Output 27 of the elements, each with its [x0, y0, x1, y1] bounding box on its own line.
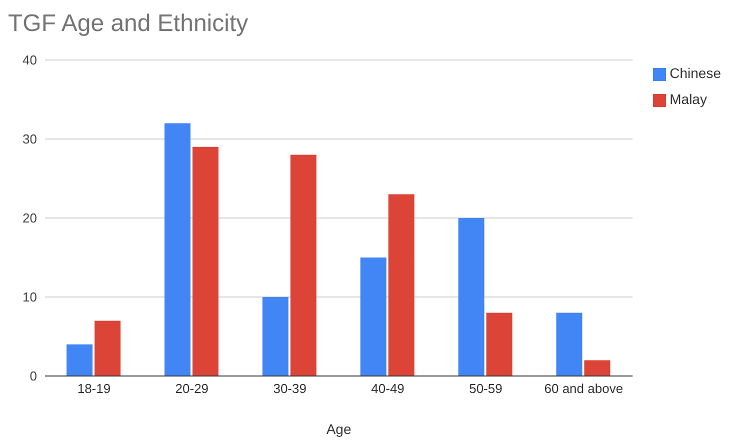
- x-axis-title: Age: [326, 421, 352, 437]
- x-tick-label: 18-19: [77, 381, 111, 396]
- bar: [94, 320, 121, 376]
- bar: [388, 194, 414, 376]
- x-tick-label: 50-59: [469, 381, 502, 396]
- x-tick-label: 20-29: [175, 381, 209, 396]
- x-tick-label: 30-39: [273, 381, 306, 396]
- bar: [556, 312, 582, 376]
- bar: [486, 312, 512, 376]
- bar: [66, 344, 93, 376]
- y-tick-label: 40: [22, 52, 37, 68]
- legend-label: Chinese: [670, 65, 721, 81]
- bar: [584, 360, 610, 376]
- bar: [262, 297, 288, 376]
- y-tick-label: 10: [22, 290, 37, 305]
- y-tick-label: 30: [22, 132, 37, 147]
- y-tick-label: 0: [30, 368, 37, 384]
- bar: [458, 218, 484, 376]
- bar: [164, 123, 190, 376]
- x-tick-label: 40-49: [371, 381, 404, 396]
- y-tick-label: 20: [22, 210, 37, 226]
- x-tick-label: 60 and above: [544, 381, 624, 396]
- bar: [360, 258, 386, 376]
- chart-title: TGF Age and Ethnicity: [8, 10, 248, 38]
- bar: [290, 154, 316, 376]
- legend-label: Malay: [670, 91, 707, 107]
- bar: [192, 146, 218, 376]
